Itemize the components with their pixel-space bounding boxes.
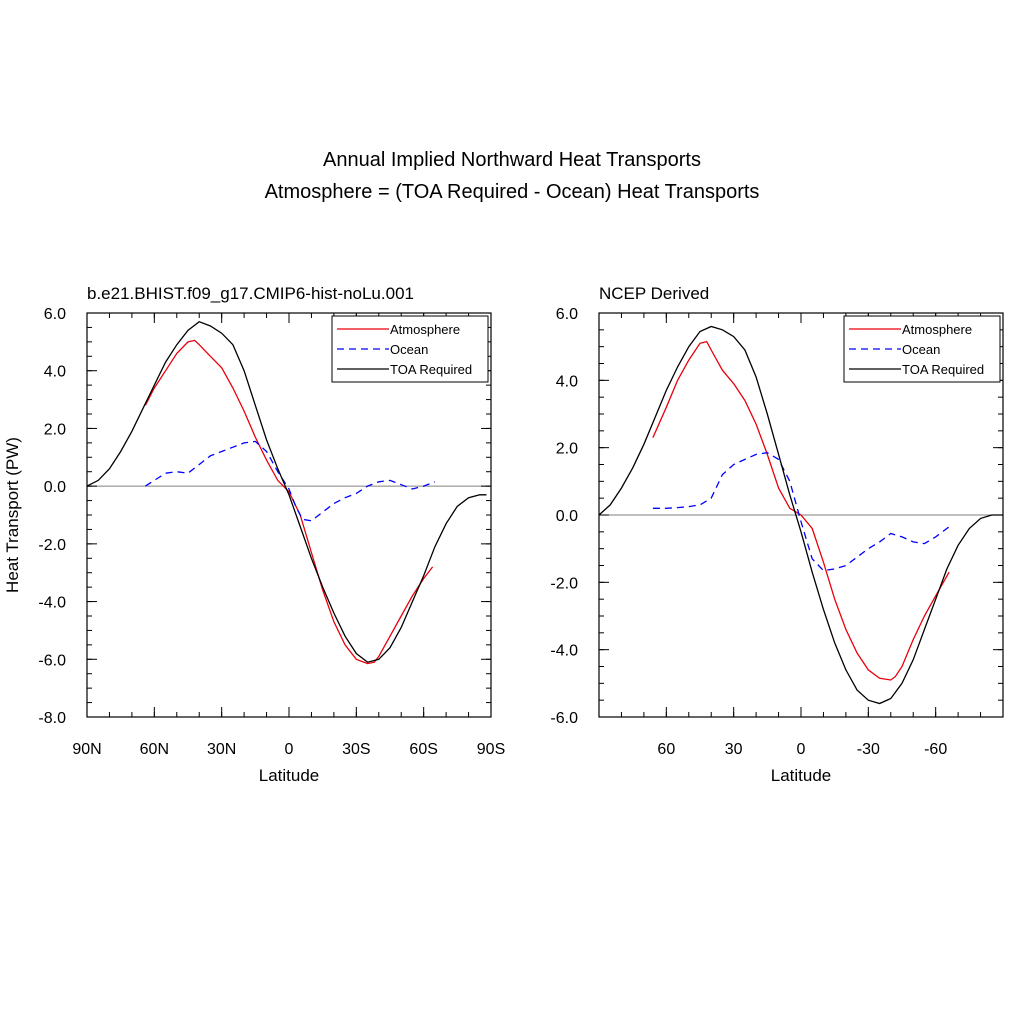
x-tick-label: -30 <box>857 741 880 758</box>
x-tick-label: -60 <box>924 741 947 758</box>
series-line-atmosphere <box>652 340 950 681</box>
x-tick-label: 60N <box>140 741 169 758</box>
legend-box <box>843 315 1001 383</box>
plot-frame <box>86 312 492 718</box>
series-line-toa <box>86 320 487 663</box>
chart-panel-2: NCEP Derived -6.0 -4.0 -2.0 0.0 2.0 4.0 6.0 60 30… <box>550 284 1004 785</box>
figure-subtitle: Atmosphere = (TOA Required - Ocean) Heat… <box>264 181 760 203</box>
y-tick-label: -2.0 <box>550 575 578 592</box>
series-line-ocean <box>652 452 950 572</box>
legend: Atmosphere Ocean TOA Required <box>331 315 489 383</box>
y-tick-label: -4.0 <box>550 643 578 660</box>
plot-frame <box>598 312 1004 718</box>
series-line-toa <box>598 325 1003 705</box>
x-tick-label: 30S <box>342 741 370 758</box>
figure-title: Annual Implied Northward Heat Transports <box>323 149 701 171</box>
y-tick-label: 2.0 <box>556 441 578 458</box>
y-tick-label: 0.0 <box>44 479 66 496</box>
y-tick-label: -6.0 <box>38 652 66 669</box>
series-line-ocean <box>145 440 436 522</box>
x-axis-label: Latitude <box>259 766 320 785</box>
x-tick-label: 0 <box>285 741 294 758</box>
x-tick-label: 0 <box>797 741 806 758</box>
x-tick-label: 30 <box>725 741 743 758</box>
y-tick-label: 6.0 <box>556 306 578 323</box>
y-tick-label: 4.0 <box>556 373 578 390</box>
y-tick-label: 6.0 <box>44 306 66 323</box>
legend: Atmosphere Ocean TOA Required <box>843 315 1001 383</box>
legend-label-toa: TOA Required <box>390 362 472 377</box>
panel-title: b.e21.BHIST.f09_g17.CMIP6-hist-noLu.001 <box>87 284 414 303</box>
legend-box <box>331 315 489 383</box>
y-tick-label: -4.0 <box>38 595 66 612</box>
series-line-atmosphere <box>144 339 434 665</box>
legend-label-atmosphere: Atmosphere <box>390 322 460 337</box>
panel-title: NCEP Derived <box>599 284 709 303</box>
y-tick-label: -6.0 <box>550 710 578 727</box>
legend-label-ocean: Ocean <box>390 342 428 357</box>
x-axis-label: Latitude <box>771 766 832 785</box>
y-tick-label: -2.0 <box>38 537 66 554</box>
x-tick-label: 30N <box>207 741 236 758</box>
x-tick-label: 60 <box>657 741 675 758</box>
x-tick-label: 90S <box>477 741 505 758</box>
y-tick-label: -8.0 <box>38 710 66 727</box>
legend-label-ocean: Ocean <box>902 342 940 357</box>
x-tick-label: 60S <box>409 741 437 758</box>
y-axis-label: Heat Transport (PW) <box>3 437 22 593</box>
legend-label-atmosphere: Atmosphere <box>902 322 972 337</box>
y-tick-label: 4.0 <box>44 364 66 381</box>
legend-label-toa: TOA Required <box>902 362 984 377</box>
y-tick-label: 0.0 <box>556 508 578 525</box>
x-tick-label: 90N <box>72 741 101 758</box>
chart-panel-1: b.e21.BHIST.f09_g17.CMIP6-hist-noLu.001 -… <box>3 284 505 785</box>
y-tick-label: 2.0 <box>44 421 66 438</box>
